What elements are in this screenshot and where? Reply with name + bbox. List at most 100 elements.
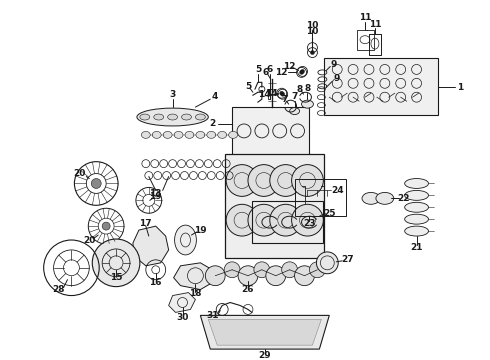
Circle shape [282, 262, 297, 278]
Ellipse shape [376, 192, 394, 204]
Ellipse shape [137, 108, 208, 126]
Bar [324, 58, 439, 115]
Ellipse shape [163, 131, 172, 138]
Text: 11: 11 [368, 20, 381, 29]
Polygon shape [169, 293, 196, 312]
Ellipse shape [196, 131, 205, 138]
Text: 14: 14 [258, 90, 270, 99]
Ellipse shape [218, 131, 227, 138]
Circle shape [281, 92, 285, 96]
Circle shape [270, 165, 301, 196]
Ellipse shape [290, 108, 299, 114]
Text: 4: 4 [212, 92, 219, 101]
Circle shape [266, 266, 286, 285]
Circle shape [299, 71, 303, 75]
Text: 20: 20 [83, 235, 96, 244]
Text: 26: 26 [242, 285, 254, 294]
Text: 19: 19 [149, 192, 162, 201]
Circle shape [226, 165, 258, 196]
Circle shape [226, 204, 258, 236]
Text: 19: 19 [194, 226, 207, 235]
Text: 2: 2 [209, 120, 216, 129]
Text: 12: 12 [283, 62, 296, 71]
Ellipse shape [405, 179, 428, 188]
Bar [232, 107, 310, 155]
Circle shape [224, 262, 240, 278]
Text: 21: 21 [410, 243, 423, 252]
Ellipse shape [174, 225, 196, 255]
Text: 11: 11 [359, 13, 371, 22]
Ellipse shape [141, 131, 150, 138]
Circle shape [248, 204, 280, 236]
Ellipse shape [405, 202, 428, 212]
Text: 10: 10 [306, 21, 318, 30]
Ellipse shape [196, 114, 205, 120]
Ellipse shape [168, 114, 177, 120]
Circle shape [205, 266, 225, 285]
Text: 7: 7 [292, 92, 298, 101]
Polygon shape [208, 319, 321, 345]
Text: 23: 23 [303, 219, 316, 228]
Text: 5: 5 [245, 82, 251, 91]
Text: 25: 25 [323, 209, 336, 218]
Text: 17: 17 [140, 219, 152, 228]
Ellipse shape [174, 131, 183, 138]
Text: 13: 13 [149, 189, 162, 198]
Text: 24: 24 [331, 186, 343, 195]
Ellipse shape [207, 131, 216, 138]
Circle shape [254, 262, 270, 278]
Ellipse shape [317, 252, 338, 274]
Text: 9: 9 [333, 74, 340, 83]
Circle shape [280, 91, 284, 95]
Bar [252, 201, 323, 243]
Text: 7: 7 [281, 95, 288, 104]
Ellipse shape [229, 131, 238, 138]
Text: 14: 14 [266, 89, 278, 98]
Text: 12: 12 [275, 68, 288, 77]
Circle shape [294, 266, 315, 285]
Text: 10: 10 [306, 27, 318, 36]
Text: 31: 31 [206, 311, 219, 320]
Text: 1: 1 [457, 83, 464, 92]
Ellipse shape [405, 214, 428, 224]
Text: 28: 28 [52, 285, 65, 294]
Circle shape [238, 266, 258, 285]
Ellipse shape [362, 192, 380, 204]
Circle shape [300, 69, 304, 73]
Ellipse shape [405, 226, 428, 236]
Circle shape [92, 239, 140, 287]
Ellipse shape [140, 114, 150, 120]
Circle shape [310, 262, 325, 278]
Circle shape [91, 179, 101, 188]
Ellipse shape [152, 131, 161, 138]
Ellipse shape [154, 114, 164, 120]
Ellipse shape [405, 190, 428, 200]
Text: 8: 8 [304, 84, 311, 93]
Text: 15: 15 [110, 273, 122, 282]
Circle shape [311, 51, 315, 55]
Ellipse shape [301, 100, 314, 108]
Ellipse shape [185, 131, 194, 138]
Text: 3: 3 [170, 90, 176, 99]
Polygon shape [133, 226, 169, 266]
Bar [294, 179, 346, 216]
Text: 6: 6 [267, 65, 273, 74]
Polygon shape [173, 263, 212, 289]
Circle shape [292, 165, 323, 196]
Circle shape [270, 204, 301, 236]
Text: 16: 16 [149, 278, 162, 287]
Text: 9: 9 [330, 60, 337, 69]
Text: 27: 27 [341, 255, 353, 264]
Text: 30: 30 [176, 313, 189, 322]
Text: 18: 18 [189, 289, 202, 298]
Text: 6: 6 [263, 68, 269, 77]
Polygon shape [200, 315, 329, 349]
Text: 5: 5 [255, 65, 261, 74]
Circle shape [102, 222, 110, 230]
Text: 8: 8 [296, 85, 303, 94]
Circle shape [248, 165, 280, 196]
Text: 20: 20 [73, 169, 86, 178]
Bar [225, 154, 324, 258]
Ellipse shape [181, 114, 192, 120]
Text: 29: 29 [259, 351, 271, 360]
